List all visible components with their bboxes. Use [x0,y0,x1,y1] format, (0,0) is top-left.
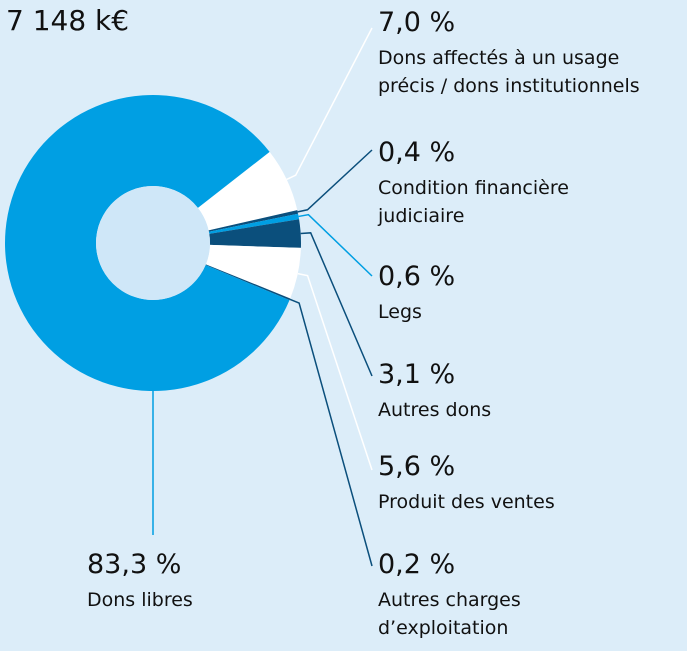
category-label: Condition financière judiciaire [378,177,569,227]
category-label: Dons libres [87,589,193,611]
leader-line [289,298,373,567]
value-label: 7,0 % [378,7,456,38]
category-label: Autres dons [378,399,492,421]
category-label: Dons affectés à un usage précis / dons i… [378,47,640,97]
leader-line [300,232,373,377]
donut-hole [96,186,210,300]
donut-segment [209,219,301,248]
value-label: 5,6 % [378,451,456,482]
donut-segment [208,210,299,232]
value-label: 83,3 % [87,549,182,580]
category-label: Produit des ventes [378,491,555,513]
value-label: 0,2 % [378,549,456,580]
donut-segment [5,95,290,392]
donut-segment [197,151,298,231]
donut-segment [205,264,291,301]
donut-segment [205,244,301,299]
leader-line [297,272,373,471]
leader-line [298,213,373,277]
donut-segment [208,213,300,234]
leader-line [297,149,373,213]
value-label: 0,6 % [378,261,456,292]
leader-line [286,27,373,181]
value-label: 3,1 % [378,359,456,390]
category-label: Legs [378,301,422,323]
category-label: Autres charges d’exploitation [378,589,521,639]
value-label: 0,4 % [378,137,456,168]
chart-title: 7 148 k€ [6,4,130,37]
